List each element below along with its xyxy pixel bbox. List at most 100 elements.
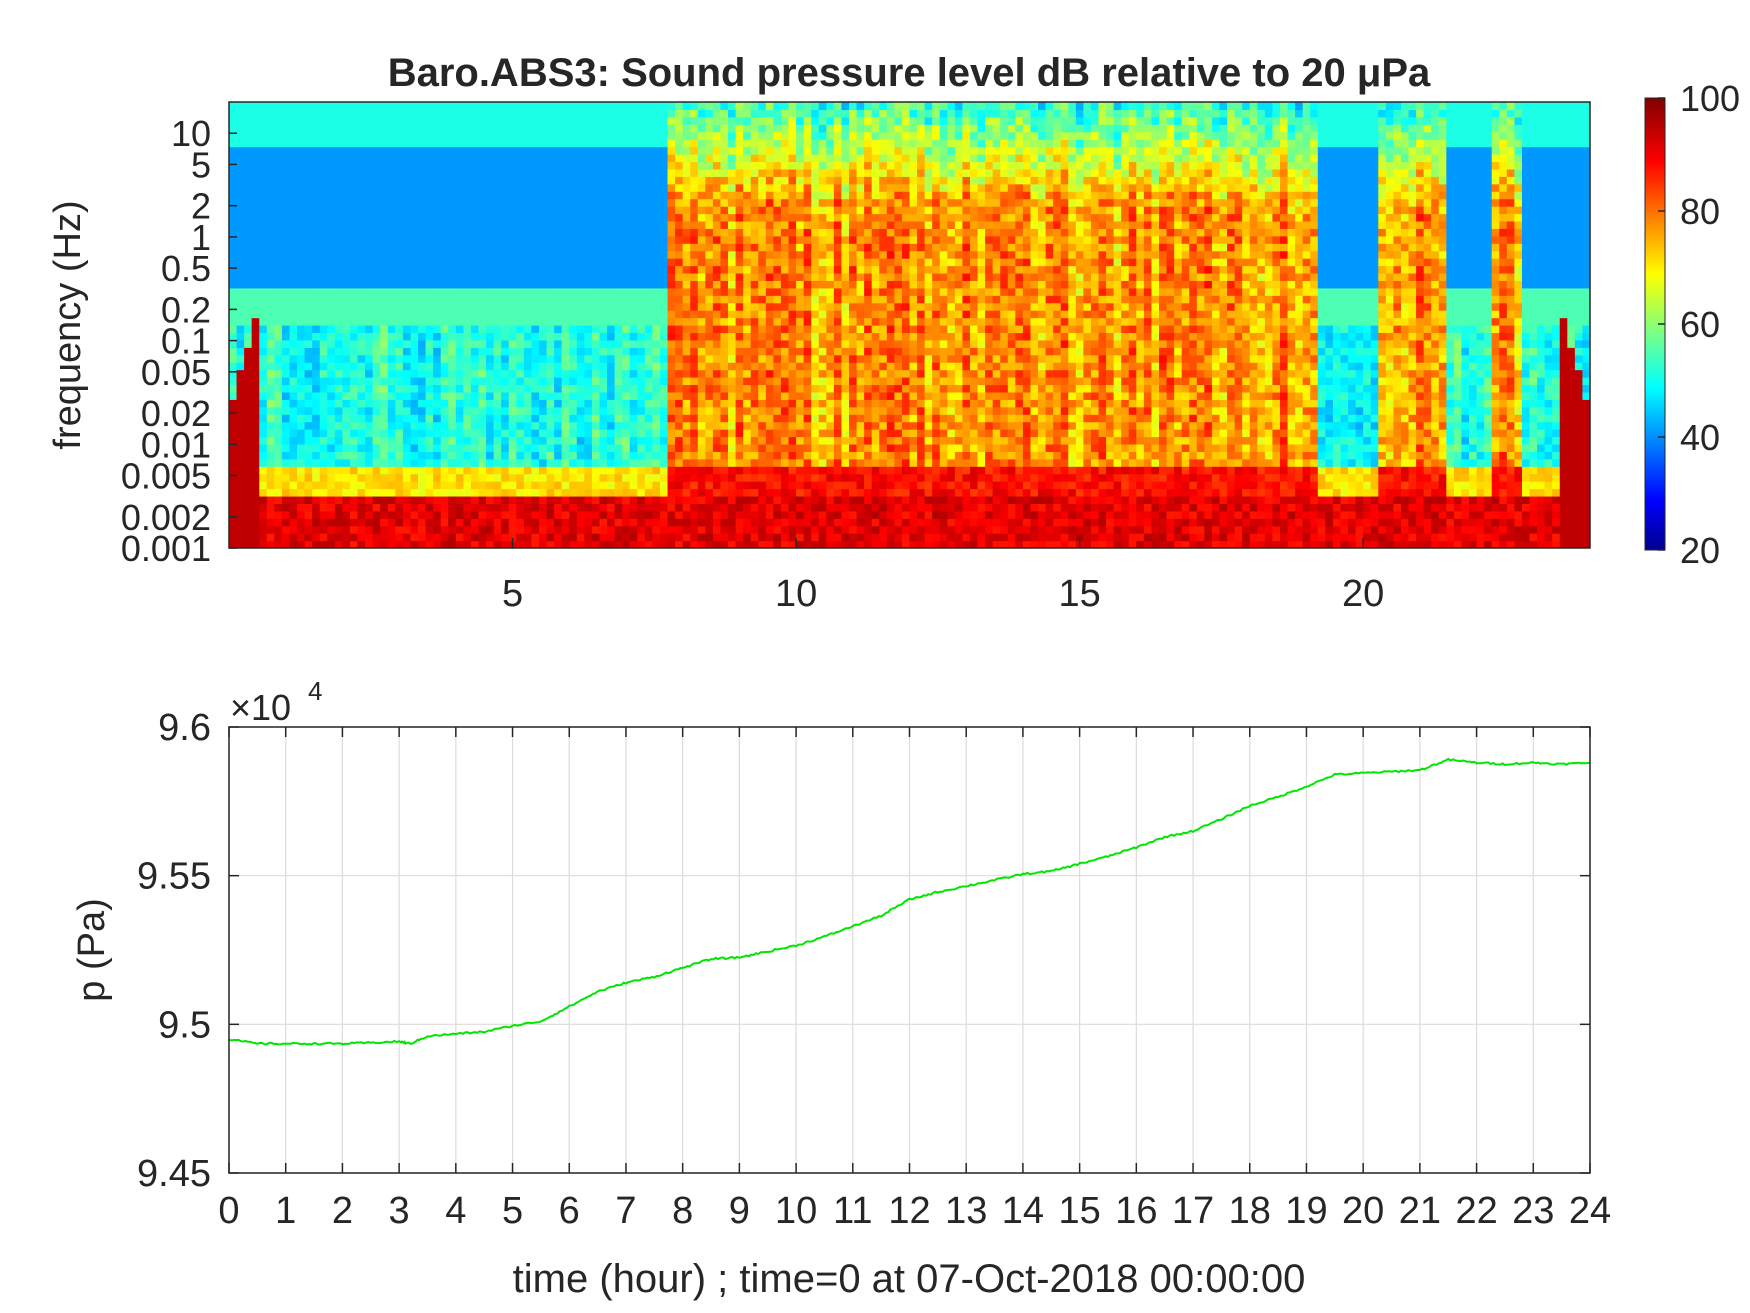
spectrogram-cell bbox=[410, 495, 419, 504]
spectrogram-cell bbox=[259, 503, 268, 512]
spectrogram-cell bbox=[773, 131, 782, 140]
spectrogram-cell bbox=[622, 458, 631, 467]
spectrogram-cell bbox=[334, 332, 344, 341]
spectrogram-cell bbox=[229, 250, 238, 259]
spectrogram-cell bbox=[712, 317, 722, 326]
spectrogram-cell bbox=[281, 339, 291, 348]
spectrogram-cell bbox=[569, 183, 578, 192]
spectrogram-cell bbox=[811, 176, 820, 185]
spectrogram-cell bbox=[644, 102, 654, 111]
spectrogram-cell bbox=[546, 131, 555, 140]
spectrogram-cell bbox=[728, 102, 737, 111]
spectrogram-cell bbox=[675, 317, 684, 326]
spectrogram-cell bbox=[743, 540, 752, 548]
spectrogram-cell bbox=[229, 228, 238, 237]
spectrogram-cell bbox=[440, 429, 449, 438]
spectrogram-cell bbox=[334, 265, 344, 274]
spectrogram-cell bbox=[841, 213, 850, 222]
spectrogram-cell bbox=[584, 168, 593, 177]
spectrogram-cell bbox=[622, 495, 631, 504]
spectrogram-cell bbox=[342, 399, 351, 408]
spectrogram-cell bbox=[743, 429, 752, 438]
spectrogram-cell bbox=[697, 481, 706, 490]
spectrogram-cell bbox=[236, 503, 245, 512]
spectrogram-cell bbox=[546, 414, 555, 423]
spectrogram-cell bbox=[849, 525, 858, 534]
spectrogram-cell bbox=[433, 206, 442, 215]
spectrogram-cell bbox=[675, 250, 684, 259]
spectrogram-cell bbox=[342, 525, 351, 534]
spectrogram-cell bbox=[849, 183, 858, 192]
spectrogram-cell bbox=[735, 332, 744, 341]
spectrogram-cell bbox=[849, 495, 858, 504]
spectrogram-cell bbox=[455, 228, 464, 237]
spectrogram-cell bbox=[584, 295, 593, 304]
spectrogram-cell bbox=[599, 384, 608, 393]
spectrogram-cell bbox=[690, 302, 699, 311]
spectrogram-cell bbox=[478, 391, 487, 400]
spectrogram-cell bbox=[637, 191, 646, 200]
spectrogram-cell bbox=[418, 488, 427, 497]
spectrogram-cell bbox=[402, 124, 412, 133]
spectrogram-cell bbox=[652, 228, 661, 237]
spectrogram-cell bbox=[561, 280, 570, 289]
spectrogram-cell bbox=[773, 220, 782, 229]
spectrogram-cell bbox=[622, 377, 631, 386]
spectrogram-cell bbox=[236, 302, 245, 311]
spectrogram-cell bbox=[342, 220, 351, 229]
spectrogram-cell bbox=[599, 347, 608, 356]
spectrogram-cell bbox=[516, 280, 525, 289]
spectrogram-cell bbox=[765, 325, 774, 334]
spectrogram-cell bbox=[712, 332, 722, 341]
spectrogram-cell bbox=[531, 272, 540, 281]
spectrogram-cell bbox=[274, 481, 283, 490]
spectrogram-cell bbox=[470, 161, 480, 170]
spectrogram-cell bbox=[576, 250, 585, 259]
spectrogram-cell bbox=[327, 146, 336, 155]
spectrogram-cell bbox=[569, 354, 578, 363]
spectrogram-cell bbox=[788, 436, 797, 445]
spectrogram-cell bbox=[811, 272, 820, 281]
spectrogram-cell bbox=[614, 146, 623, 155]
spectrogram-cell bbox=[501, 295, 510, 304]
spectrogram-cell bbox=[266, 347, 275, 356]
spectrogram-cell bbox=[281, 458, 291, 467]
spectrogram-cell bbox=[349, 265, 359, 274]
spectrogram-cell bbox=[826, 287, 835, 296]
spectrogram-cell bbox=[682, 176, 691, 185]
spectrogram-cell bbox=[493, 154, 502, 163]
spectrogram-cell bbox=[720, 391, 729, 400]
spectrogram-cell bbox=[818, 488, 827, 497]
spectrogram-cell bbox=[546, 391, 555, 400]
spectrogram-cell bbox=[387, 339, 396, 348]
spectrogram-cell bbox=[811, 154, 820, 163]
spectrogram-cell bbox=[251, 384, 260, 393]
spectrogram-cell bbox=[554, 220, 563, 229]
spectrogram-cell bbox=[796, 332, 805, 341]
spectrogram-cell bbox=[523, 109, 533, 118]
spectrogram-cell bbox=[629, 325, 638, 334]
spectrogram-cell bbox=[637, 451, 646, 460]
spectrogram-cell bbox=[750, 139, 759, 148]
spectrogram-cell bbox=[856, 421, 865, 430]
spectrogram-cell bbox=[433, 235, 442, 244]
spectrogram-cell bbox=[773, 339, 782, 348]
spectrogram-cell bbox=[720, 503, 729, 512]
spectrogram-cell bbox=[652, 436, 661, 445]
spectrogram-cell bbox=[327, 258, 336, 267]
spectrogram-cell bbox=[607, 481, 616, 490]
spectrogram-cell bbox=[501, 510, 510, 519]
spectrogram-cell bbox=[493, 466, 502, 475]
spectrogram-cell bbox=[387, 533, 396, 542]
spectrogram-cell bbox=[251, 399, 260, 408]
spectrogram-cell bbox=[629, 347, 638, 356]
spectrogram-cell bbox=[425, 310, 434, 319]
spectrogram-cell bbox=[440, 310, 449, 319]
spectrogram-cell bbox=[448, 369, 457, 378]
spectrogram-cell bbox=[667, 302, 676, 311]
spectrogram-cell bbox=[463, 116, 472, 125]
spectrogram-cell bbox=[508, 518, 517, 527]
spectrogram-cell bbox=[395, 369, 404, 378]
spectrogram-cell bbox=[803, 421, 812, 430]
spectrogram-cell bbox=[607, 168, 616, 177]
